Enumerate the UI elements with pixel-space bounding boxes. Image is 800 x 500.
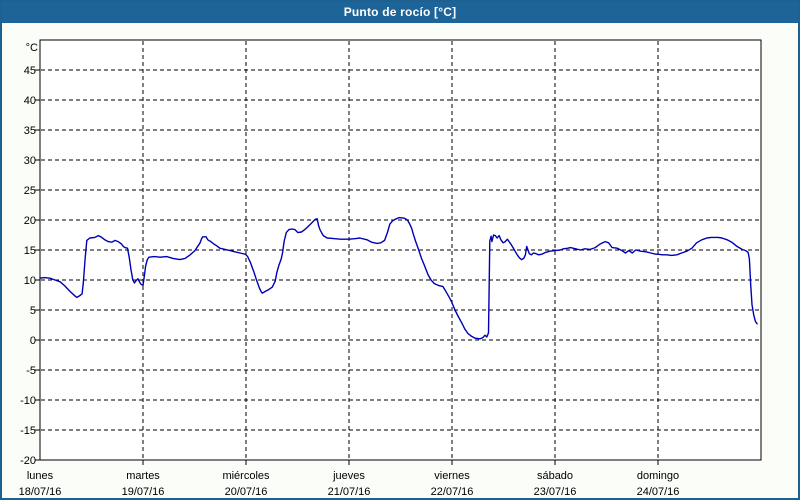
y-axis-label: 25 (24, 185, 36, 197)
x-axis-day-label: domingo (637, 470, 679, 482)
x-axis-day-label: viernes (434, 470, 470, 482)
x-axis-day-label: miércoles (222, 470, 270, 482)
x-axis-day-label: lunes (27, 470, 54, 482)
y-axis-label: 30 (24, 155, 36, 167)
x-axis-date-label: 23/07/16 (534, 486, 577, 498)
horizontal-gridlines (41, 69, 760, 431)
window-title: Punto de rocío [°C] (343, 5, 457, 19)
x-axis-date-label: 20/07/16 (225, 486, 268, 498)
y-axis-label: -15 (20, 425, 36, 437)
y-axis-label: 45 (24, 65, 36, 77)
y-axis-label: 20 (24, 215, 36, 227)
y-axis-label: 5 (30, 305, 36, 317)
y-axis-ticks (35, 69, 40, 461)
y-axis-label: 40 (24, 95, 36, 107)
x-axis-day-label: martes (126, 470, 160, 482)
y-axis-label: -5 (26, 365, 36, 377)
y-axis-label: 10 (24, 275, 36, 287)
y-axis-label: -20 (20, 455, 36, 467)
x-axis-day-label: jueves (332, 470, 365, 482)
x-axis-labels: lunes 18/07/16 martes 19/07/16 miércoles 20/0… (19, 470, 680, 498)
x-axis-date-label: 24/07/16 (637, 486, 680, 498)
y-axis-unit-label: °C (26, 42, 38, 54)
y-axis-labels: 45 40 35 30 25 20 15 10 5 0 -5 -10 -15 -20 (20, 65, 36, 467)
x-axis-date-label: 21/07/16 (328, 486, 371, 498)
x-axis-day-label: sábado (537, 470, 573, 482)
y-axis-label: 0 (30, 335, 36, 347)
x-axis-date-label: 18/07/16 (19, 486, 62, 498)
plot-frame (39, 39, 762, 461)
y-axis-label: 35 (24, 125, 36, 137)
dewpoint-series-line (39, 216, 758, 340)
x-axis-ticks (142, 460, 659, 465)
window-titlebar[interactable]: Punto de rocío [°C] (2, 2, 798, 23)
x-axis-date-label: 22/07/16 (431, 486, 474, 498)
dewpoint-chart: 45 40 35 30 25 20 15 10 5 0 -5 -10 -15 -20 °C lunes 18… (19, 39, 762, 498)
y-axis-label: 15 (24, 245, 36, 257)
y-axis-label: -10 (20, 395, 36, 407)
x-axis-date-label: 19/07/16 (122, 486, 165, 498)
